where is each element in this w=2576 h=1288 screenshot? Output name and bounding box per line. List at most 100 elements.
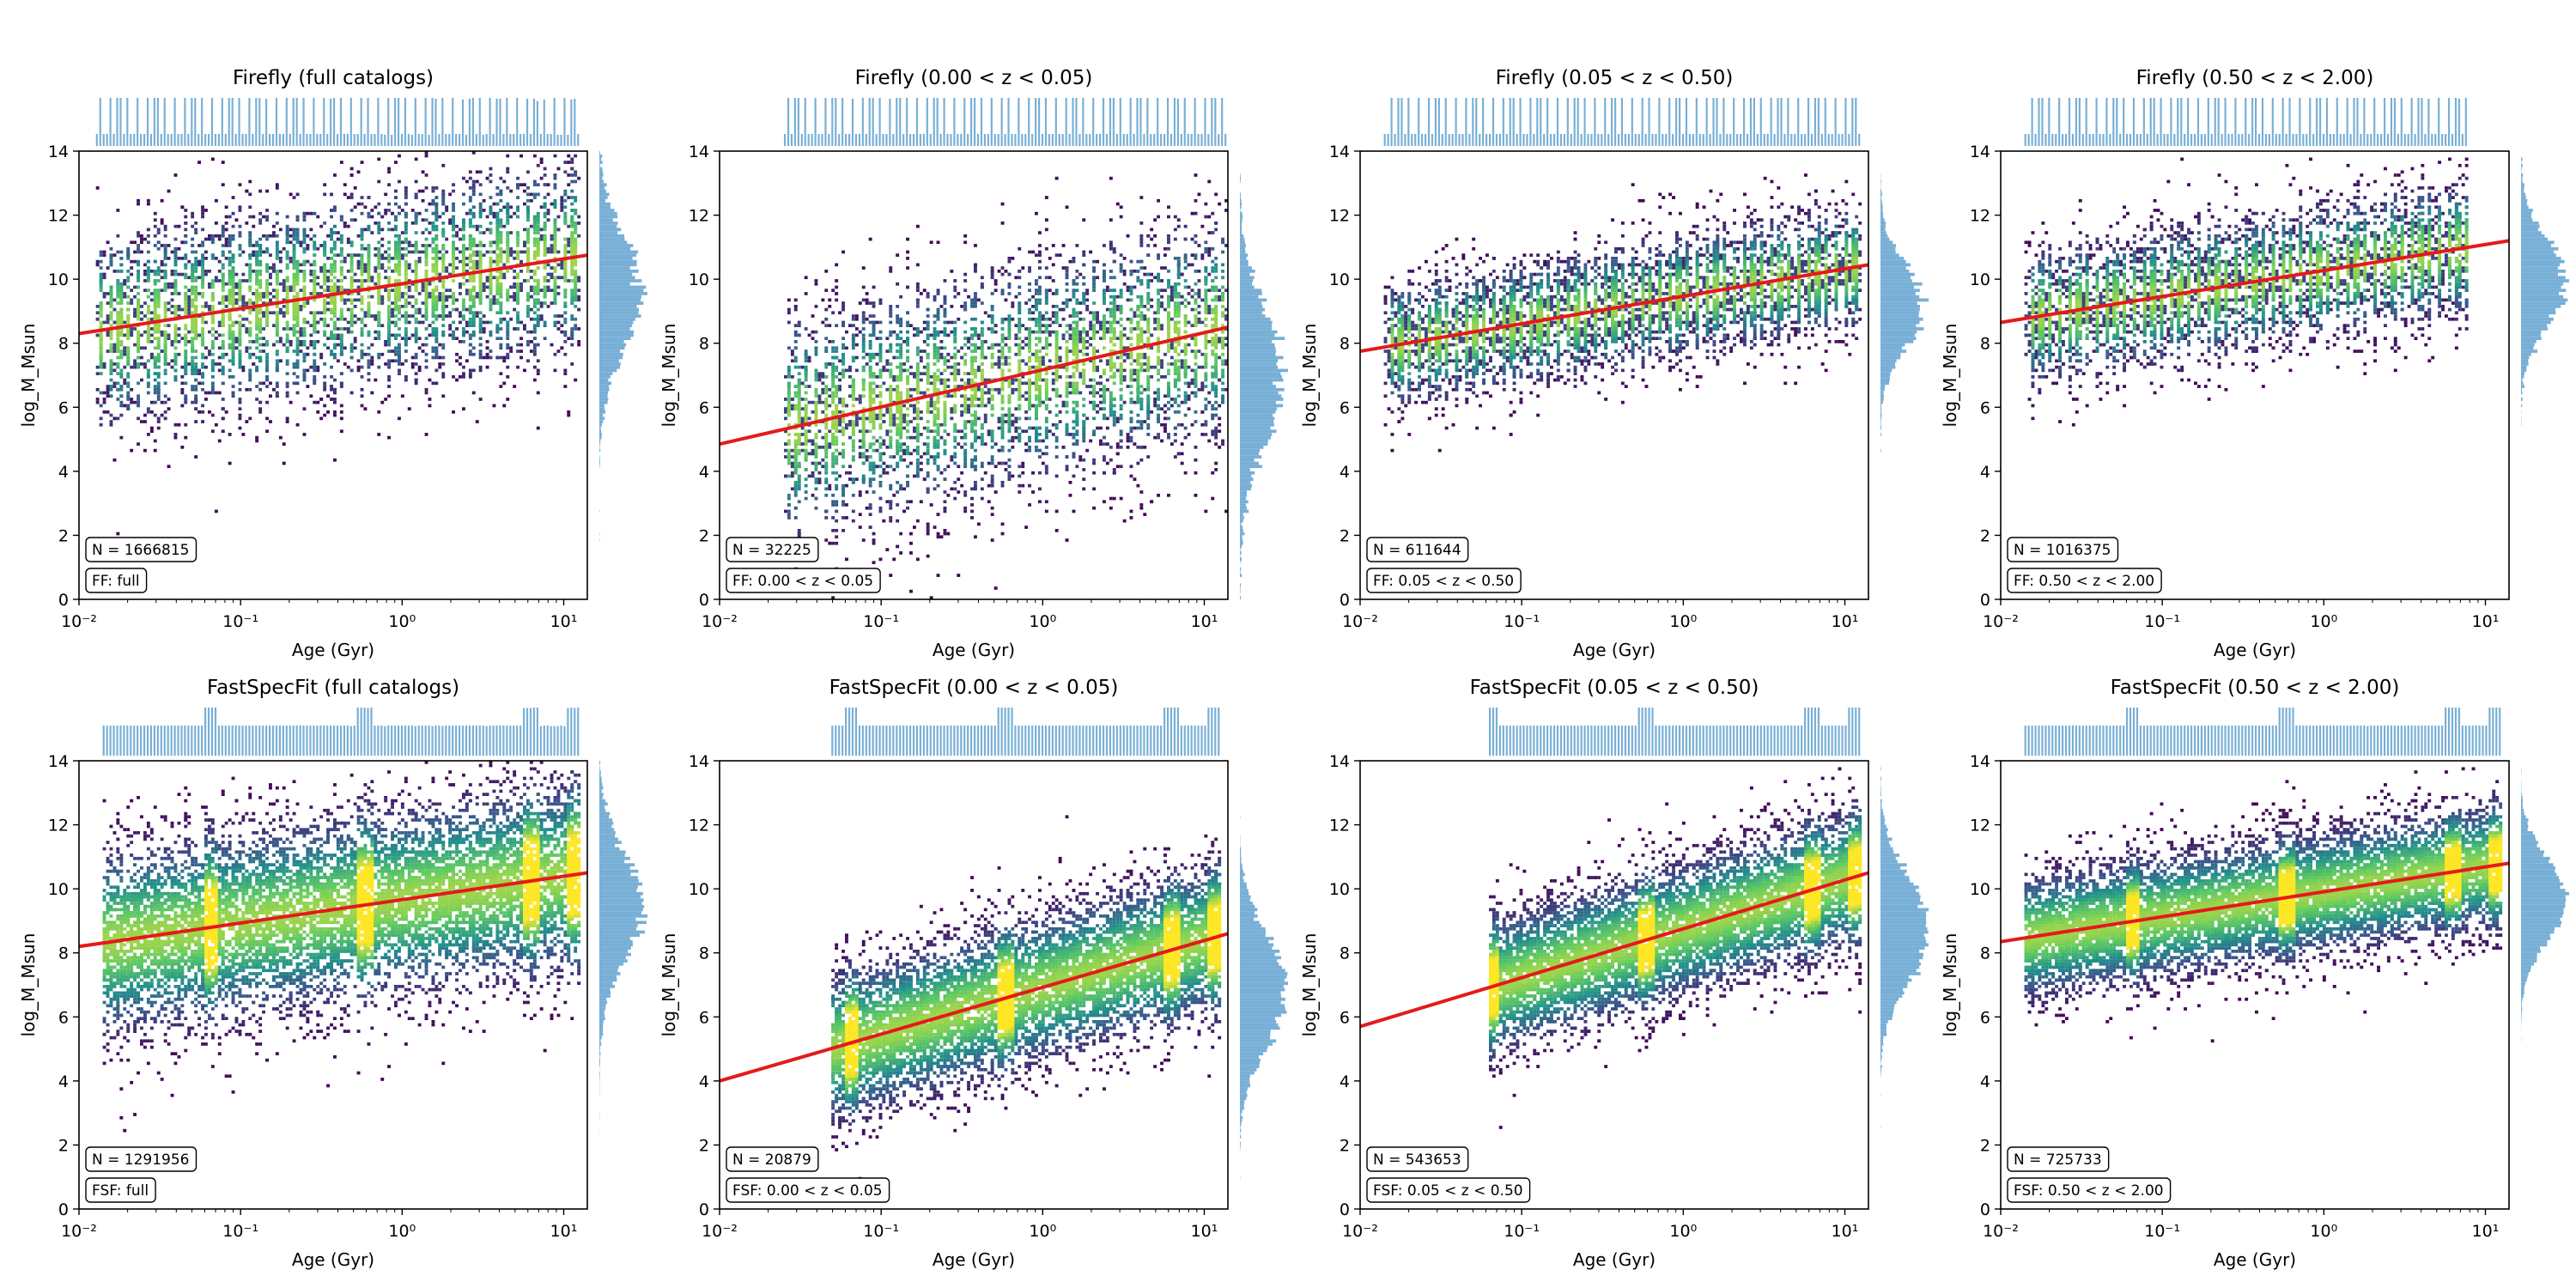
marginal-bar (878, 726, 881, 756)
marginal-bar (149, 134, 153, 146)
marginal-bar (1880, 234, 1888, 238)
marginal-bar (1880, 211, 1884, 216)
marginal-bar (306, 134, 308, 146)
marginal-bar (1424, 134, 1427, 146)
marginal-bar (1475, 98, 1478, 146)
marginal-bar (599, 834, 616, 838)
marginal-bar (1441, 134, 1443, 146)
marginal-bar (2471, 726, 2474, 756)
y-tick-label: 10 (689, 270, 709, 289)
marginal-bar (465, 134, 468, 146)
marginal-bar (599, 202, 611, 206)
marginal-bar (1810, 708, 1814, 756)
marginal-bar (599, 170, 604, 174)
marginal-bar (1240, 574, 1242, 577)
marginal-bar (2278, 708, 2281, 756)
marginal-bar (1394, 134, 1396, 146)
marginal-bar (1880, 257, 1905, 260)
marginal-bar (2499, 708, 2501, 756)
axes-frame (2000, 760, 2510, 1210)
marginal-bar (2302, 726, 2305, 756)
marginal-bar (1096, 726, 1098, 756)
marginal-bar (1240, 522, 1242, 526)
marginal-bar (417, 726, 420, 756)
marginal-bar (2521, 307, 2556, 312)
marginal-bar (1880, 927, 1928, 931)
marginal-bar (1240, 448, 1261, 453)
marginal-bar (2064, 726, 2068, 756)
x-tick-label: 10¹ (2472, 1222, 2500, 1241)
marginal-bar (2521, 333, 2541, 337)
marginal-bar (1240, 1036, 1271, 1040)
marginal-bar (2245, 726, 2247, 756)
marginal-bar (1390, 98, 1393, 146)
marginal-bar (1240, 179, 1241, 184)
marginal-bar (885, 726, 888, 756)
marginal-bar (1550, 726, 1552, 756)
marginal-bar (2521, 917, 2561, 921)
marginal-bar (1566, 98, 1569, 146)
marginal-bar (599, 962, 624, 966)
marginal-bar (2521, 841, 2539, 844)
marginal-bar (811, 134, 813, 146)
marginal-bar (1240, 1087, 1248, 1091)
marginal-bar (1880, 975, 1909, 979)
marginal-bar (599, 240, 628, 245)
marginal-bar (599, 847, 620, 851)
marginal-bar (2081, 134, 2084, 146)
marginal-bar (1411, 134, 1413, 146)
x-tick-label: 10⁻² (1983, 1222, 2019, 1241)
marginal-bar (2521, 1004, 2522, 1008)
marginal-bar (441, 726, 444, 756)
marginal-bar (146, 98, 149, 146)
x-tick-label: 10⁻¹ (863, 1222, 899, 1241)
marginal-bar (1444, 98, 1447, 146)
marginal-bar (336, 134, 339, 146)
marginal-bar (2366, 134, 2369, 146)
panel-title: FastSpecFit (0.50 < z < 2.00) (2111, 677, 2400, 699)
marginal-bar (599, 789, 602, 793)
marginal-bar (1240, 854, 1242, 857)
marginal-bar (2410, 98, 2413, 146)
marginal-bar (1240, 263, 1249, 267)
marginal-bar (1240, 860, 1242, 864)
marginal-bar (1240, 1032, 1271, 1036)
marginal-bar (2200, 134, 2203, 146)
x-tick-label: 10¹ (1832, 1222, 1859, 1241)
marginal-bar (210, 98, 214, 146)
marginal-bar (421, 134, 423, 146)
marginal-bar (1880, 962, 1921, 966)
marginal-bar (2092, 726, 2094, 756)
marginal-bar (363, 708, 366, 756)
marginal-bar (2454, 708, 2458, 756)
marginal-bar (1183, 98, 1186, 146)
x-tick-label: 10⁻² (702, 1222, 738, 1241)
marginal-bar (1858, 708, 1861, 756)
marginal-bar (1434, 98, 1437, 146)
marginal-bar (1065, 726, 1067, 756)
marginal-bar (599, 276, 635, 280)
marginal-bar (1880, 196, 1881, 199)
marginal-bar (2521, 805, 2523, 809)
marginal-bar (2458, 98, 2460, 146)
marginal-bar (1880, 994, 1903, 998)
marginal-bar (2521, 808, 2524, 812)
marginal-bar (2386, 726, 2390, 756)
marginal-bar (790, 134, 793, 146)
marginal-bar (2041, 726, 2044, 756)
marginal-bar (428, 726, 430, 756)
x-axis-label: Age (Gyr) (292, 1249, 374, 1270)
marginal-bar (1880, 289, 1920, 293)
marginal-bar (1157, 726, 1159, 756)
marginal-bar (599, 404, 605, 408)
marginal-bar (2521, 263, 2561, 267)
marginal-bar (1880, 866, 1901, 870)
marginal-bar (1880, 330, 1917, 334)
marginal-bar (1173, 708, 1176, 756)
marginal-bar (1880, 1026, 1886, 1030)
marginal-bar (1880, 767, 1881, 771)
marginal-bar (1880, 218, 1885, 222)
marginal-bar (459, 134, 461, 146)
marginal-bar (333, 726, 336, 756)
marginal-bar (2521, 222, 2539, 225)
